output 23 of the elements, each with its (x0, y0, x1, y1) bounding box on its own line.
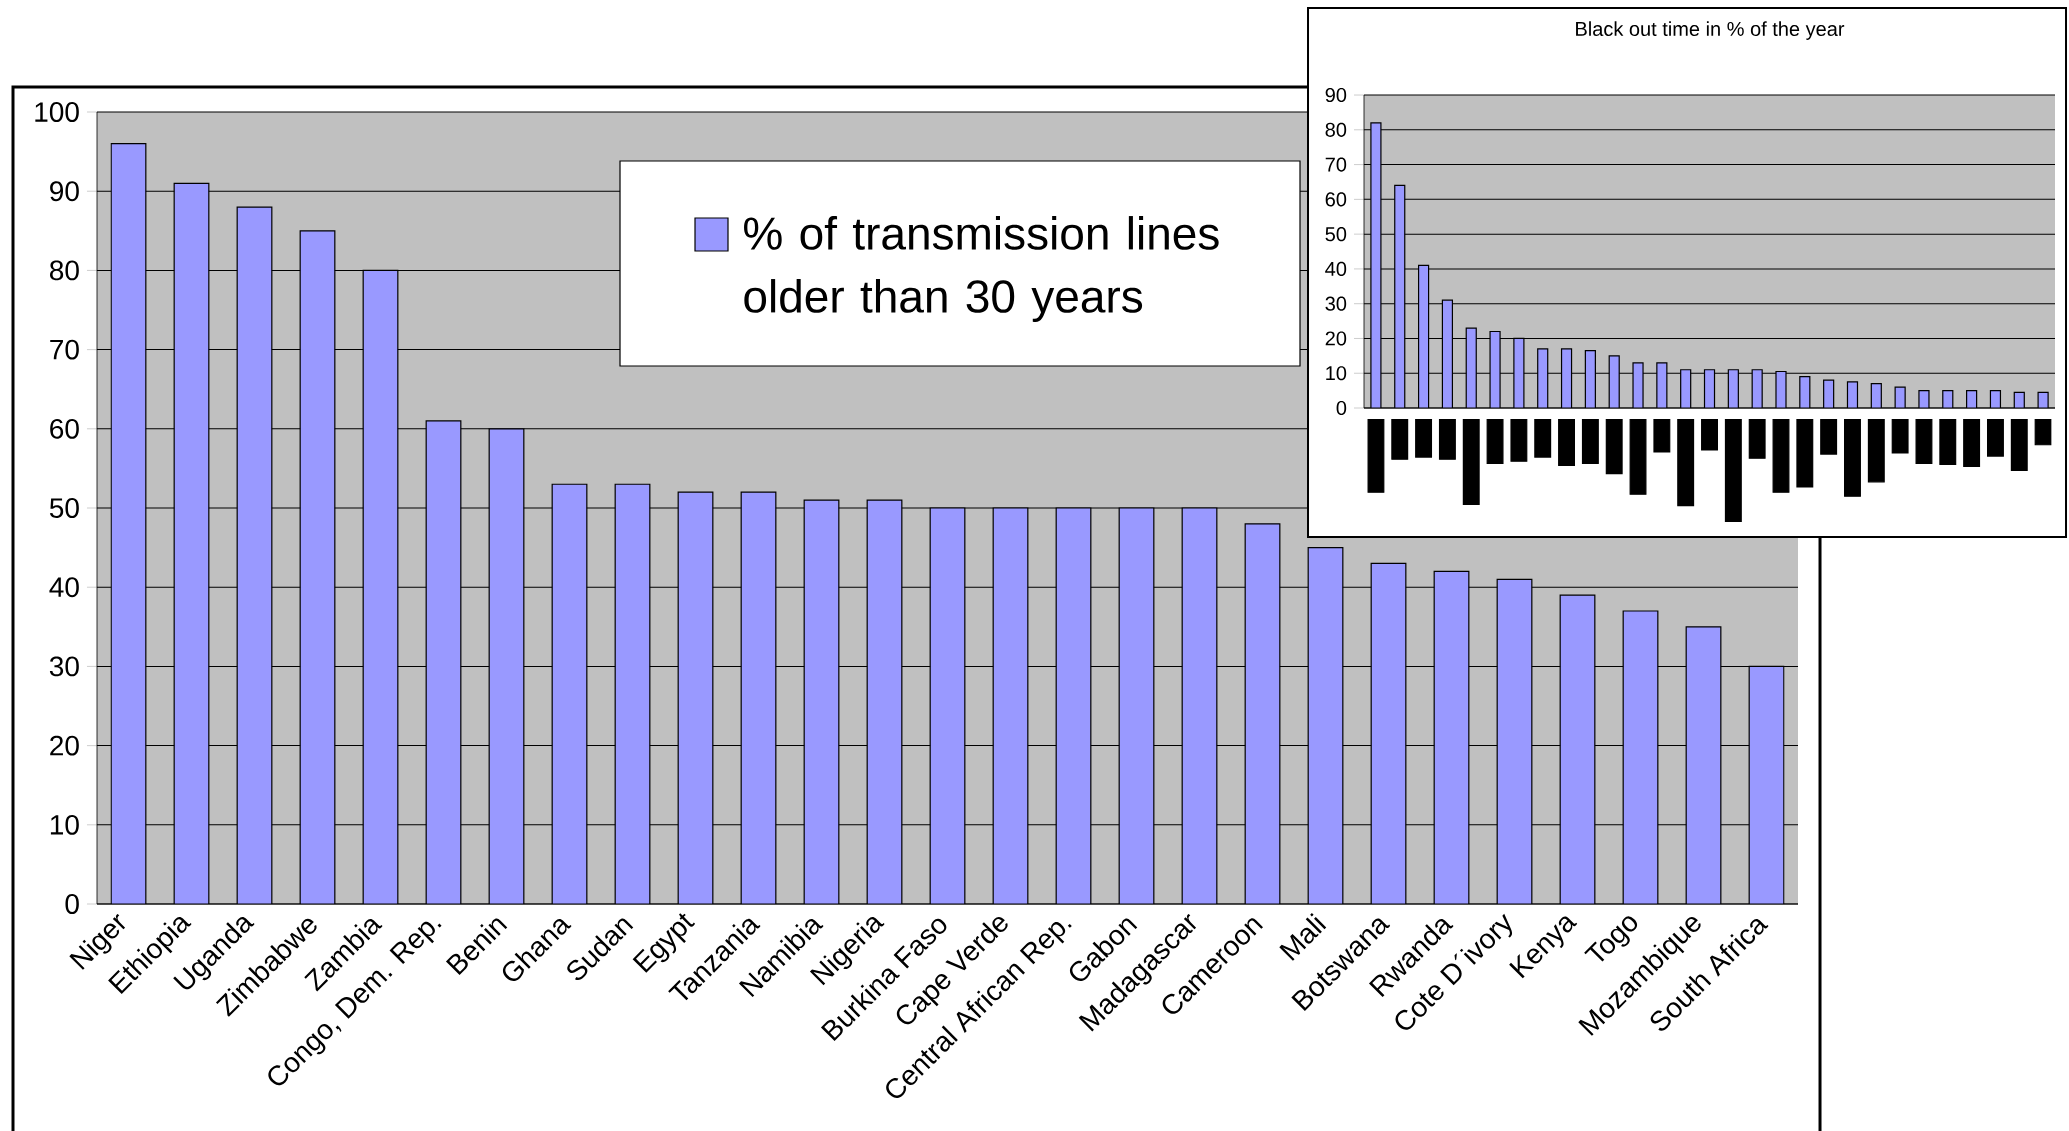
y-tick-label: 40 (49, 577, 79, 598)
y-tick-label: 30 (49, 656, 79, 677)
y-tick-label: 70 (1325, 157, 1347, 172)
y-tick-label: 0 (1336, 400, 1347, 416)
y-tick-label: 70 (50, 339, 79, 360)
y-tick-label: 60 (1325, 192, 1347, 207)
y-tick-label: 20 (1325, 331, 1347, 346)
chart-title: Black out time in % of the year (1576, 21, 1845, 40)
y-tick-label: 30 (1325, 296, 1347, 311)
y-tick-label: 50 (49, 498, 79, 518)
y-tick-label: 10 (50, 814, 79, 835)
y-tick-label: 10 (1326, 366, 1347, 381)
y-tick-label: 60 (50, 418, 79, 439)
y-tick-label: 80 (50, 260, 79, 281)
y-tick-label: 20 (50, 735, 79, 756)
y-tick-label: 50 (1325, 227, 1347, 242)
y-tick-label: 40 (1325, 261, 1347, 276)
y-tick-label: 100 (35, 102, 79, 122)
y-tick-label: 80 (1325, 122, 1347, 137)
y-tick-label: 0 (65, 894, 79, 914)
legend-label: % of transmission lines older than 30 years (744, 216, 1219, 322)
y-tick-label: 90 (50, 181, 79, 202)
y-tick-label: 90 (1325, 87, 1347, 103)
